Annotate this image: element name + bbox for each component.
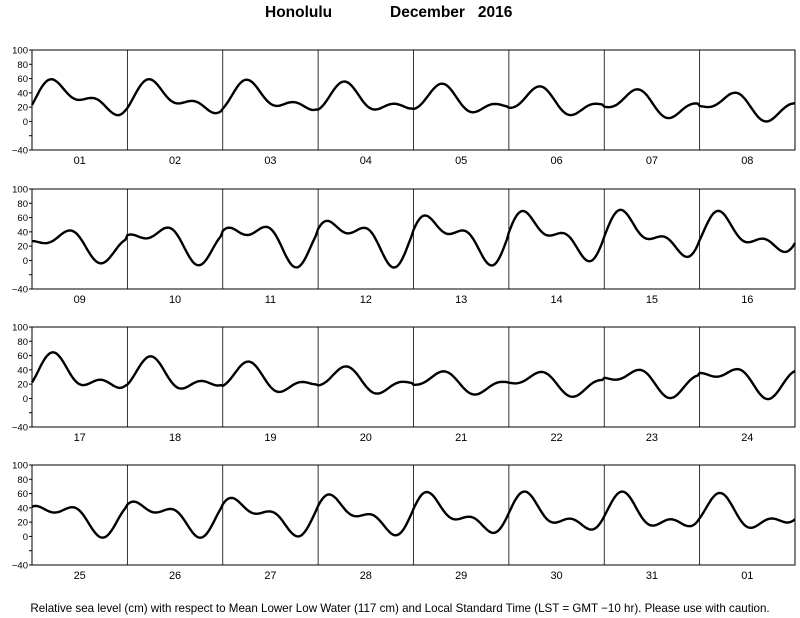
y-tick-label: 20 xyxy=(17,380,28,391)
day-label: 21 xyxy=(455,432,467,444)
y-tick-label: 0 xyxy=(23,532,28,543)
day-label: 15 xyxy=(646,294,658,306)
day-label: 02 xyxy=(169,155,181,167)
y-tick-label: 20 xyxy=(17,518,28,529)
y-tick-label: 80 xyxy=(17,475,28,486)
day-label: 23 xyxy=(646,432,658,444)
chart-title-station: Honolulu xyxy=(265,4,333,21)
chart-title-year: 2016 xyxy=(477,4,513,21)
y-tick-label: 40 xyxy=(17,503,28,514)
day-label: 16 xyxy=(741,294,753,306)
day-label: 22 xyxy=(550,432,562,444)
y-tick-label: 80 xyxy=(17,199,28,210)
y-tick-label: 60 xyxy=(17,489,28,500)
y-tick-label: 40 xyxy=(17,365,28,376)
day-label: 27 xyxy=(264,570,276,582)
day-label: 08 xyxy=(741,155,753,167)
y-tick-label: 80 xyxy=(17,60,28,71)
day-label: 09 xyxy=(74,294,86,306)
day-label: 24 xyxy=(741,432,753,444)
tide-series-line xyxy=(31,208,797,269)
y-tick-label: 40 xyxy=(17,227,28,238)
y-tick-label: 100 xyxy=(12,323,28,334)
y-tick-label: 20 xyxy=(17,103,28,114)
y-tick-label: 0 xyxy=(23,256,28,267)
tide-series-line xyxy=(30,77,796,123)
y-tick-label: 60 xyxy=(17,351,28,362)
y-tick-label: 0 xyxy=(23,117,28,128)
day-label: 19 xyxy=(264,432,276,444)
y-tick-label: 0 xyxy=(23,394,28,405)
y-tick-label: 100 xyxy=(12,461,28,472)
day-label: 31 xyxy=(646,570,658,582)
day-label: 04 xyxy=(360,155,372,167)
chart-title-month-name: December xyxy=(390,4,465,21)
day-label: 10 xyxy=(169,294,181,306)
day-label: 25 xyxy=(74,570,86,582)
day-label: 26 xyxy=(169,570,181,582)
y-tick-label: 40 xyxy=(17,88,28,99)
y-tick-label: −40 xyxy=(12,423,28,434)
day-label: 20 xyxy=(360,432,372,444)
day-label: 03 xyxy=(264,155,276,167)
day-label: 01 xyxy=(74,155,86,167)
day-label: 01 xyxy=(741,570,753,582)
y-tick-label: −40 xyxy=(12,561,28,572)
day-label: 11 xyxy=(265,294,276,306)
day-label: 13 xyxy=(455,294,467,306)
day-label: 14 xyxy=(550,294,562,306)
y-tick-label: −40 xyxy=(12,146,28,157)
y-tick-label: 60 xyxy=(17,74,28,85)
day-label: 05 xyxy=(455,155,467,167)
day-label: 18 xyxy=(169,432,181,444)
chart-title-month: December 2016 xyxy=(390,4,512,22)
title-row: Honolulu December 2016 xyxy=(0,4,800,28)
y-tick-label: 100 xyxy=(12,46,28,57)
y-tick-label: 100 xyxy=(12,185,28,196)
tide-series-line xyxy=(30,351,796,401)
tide-chart: 01 02 03 04 05 06 07 08 100 80 60 40 20 0 −40 09 10 11 12 1… xyxy=(12,46,797,582)
day-label: 28 xyxy=(360,570,372,582)
y-tick-label: −40 xyxy=(12,285,28,296)
day-label: 06 xyxy=(550,155,562,167)
y-tick-label: 80 xyxy=(17,337,28,348)
tide-series-line xyxy=(31,490,796,539)
day-label: 07 xyxy=(646,155,658,167)
day-label: 29 xyxy=(455,570,467,582)
y-tick-label: 60 xyxy=(17,213,28,224)
day-label: 30 xyxy=(550,570,562,582)
day-label: 17 xyxy=(74,432,86,444)
day-label: 12 xyxy=(360,294,372,306)
y-tick-label: 20 xyxy=(17,242,28,253)
chart-caption: Relative sea level (cm) with respect to … xyxy=(30,602,770,615)
